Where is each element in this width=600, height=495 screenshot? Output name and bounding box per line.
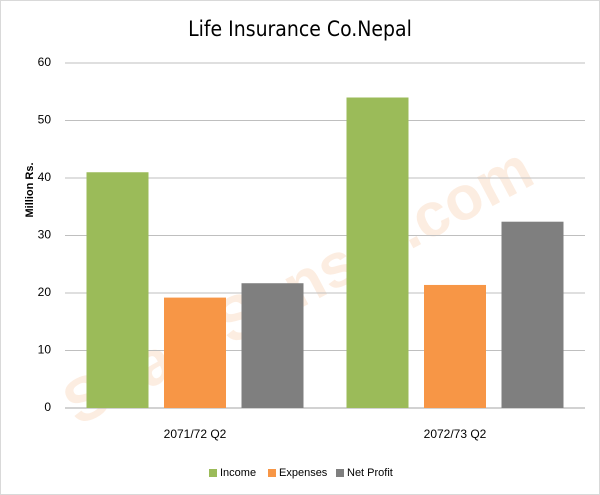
- legend-label: Income: [220, 467, 256, 479]
- y-tick-label: 60: [38, 55, 52, 69]
- bar: [241, 283, 304, 408]
- bar: [501, 221, 564, 408]
- legend-swatch: [336, 469, 344, 477]
- y-tick-label: 0: [44, 400, 51, 414]
- legend-swatch: [209, 469, 217, 477]
- y-tick-label: 30: [38, 228, 52, 242]
- y-tick-label: 50: [38, 113, 52, 127]
- bar: [164, 297, 226, 408]
- bar: [424, 284, 486, 408]
- bar: [346, 97, 409, 408]
- y-tick-label: 20: [38, 285, 52, 299]
- y-tick-label: 10: [38, 343, 52, 357]
- legend-swatch: [268, 469, 276, 477]
- y-axis-title: Million Rs.: [24, 163, 36, 218]
- legend-label: Net Profit: [347, 467, 393, 479]
- legend-label: Expenses: [279, 467, 328, 479]
- x-tick-label: 2072/73 Q2: [424, 427, 487, 441]
- y-tick-label: 40: [38, 170, 52, 184]
- chart-title: Life Insurance Co.Nepal: [188, 17, 412, 41]
- bar: [86, 172, 149, 408]
- x-tick-label: 2071/72 Q2: [164, 427, 227, 441]
